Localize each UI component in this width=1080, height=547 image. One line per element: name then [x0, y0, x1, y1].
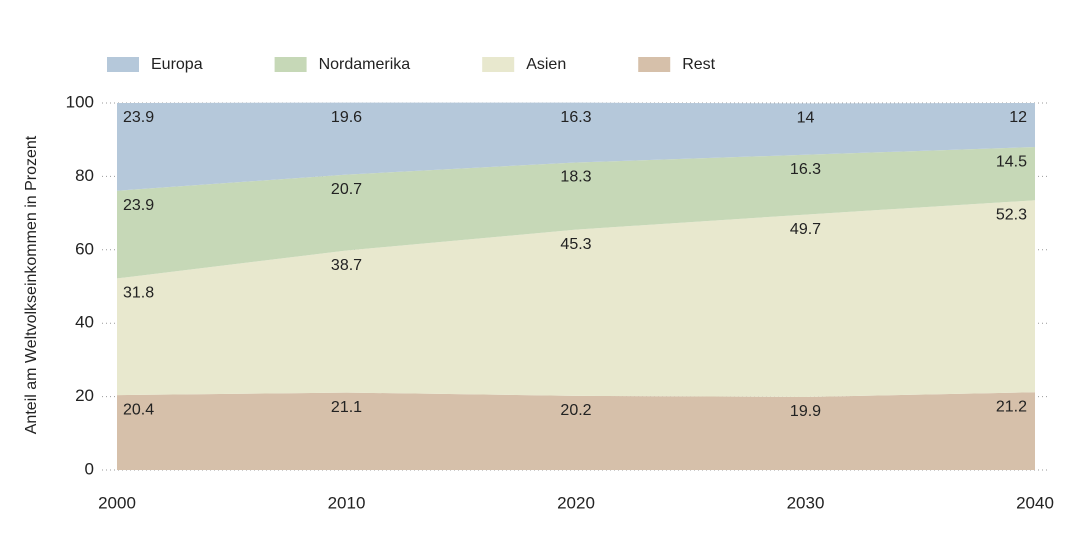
data-label: 19.9 [790, 403, 821, 420]
data-label: 14.5 [996, 153, 1027, 170]
data-label: 23.9 [123, 197, 154, 214]
area [117, 200, 1035, 397]
legend-label: Nordamerika [319, 56, 411, 73]
legend-swatch [482, 57, 515, 72]
data-label: 21.2 [996, 398, 1027, 415]
data-label: 21.1 [331, 399, 362, 416]
data-label: 16.3 [790, 161, 821, 178]
data-label: 19.6 [331, 109, 362, 126]
x-tick-label: 2030 [787, 493, 825, 512]
legend-label: Asien [526, 56, 566, 73]
data-label: 20.2 [560, 402, 591, 419]
legend-swatch [274, 57, 307, 72]
legend-label: Europa [151, 56, 203, 73]
y-tick-label: 60 [75, 239, 94, 258]
x-tick-label: 2010 [328, 493, 366, 512]
legend-label: Rest [682, 56, 715, 73]
data-label: 16.3 [560, 109, 591, 126]
data-label: 20.4 [123, 401, 154, 418]
y-tick-label: 80 [75, 166, 94, 185]
area [117, 392, 1035, 470]
data-label: 18.3 [560, 169, 591, 186]
data-label: 23.9 [123, 109, 154, 126]
y-tick-label: 100 [66, 92, 94, 111]
x-tick-label: 2040 [1016, 493, 1054, 512]
data-label: 31.8 [123, 285, 154, 302]
data-label: 20.7 [331, 181, 362, 198]
y-tick-label: 0 [85, 459, 94, 478]
y-tick-label: 40 [75, 313, 94, 332]
y-tick-label: 20 [75, 386, 94, 405]
data-label: 38.7 [331, 257, 362, 274]
data-label: 49.7 [790, 221, 821, 238]
y-axis-label: Anteil am Weltvolkseinkommen in Prozent [23, 135, 40, 434]
x-tick-label: 2020 [557, 493, 595, 512]
data-label: 12 [1009, 109, 1027, 126]
area [117, 147, 1035, 279]
legend-swatch [638, 57, 671, 72]
x-tick-label: 2000 [98, 493, 136, 512]
area [117, 102, 1035, 191]
legend-swatch [107, 57, 139, 72]
data-label: 52.3 [996, 206, 1027, 223]
data-label: 14 [797, 110, 815, 127]
data-label: 45.3 [560, 236, 591, 253]
